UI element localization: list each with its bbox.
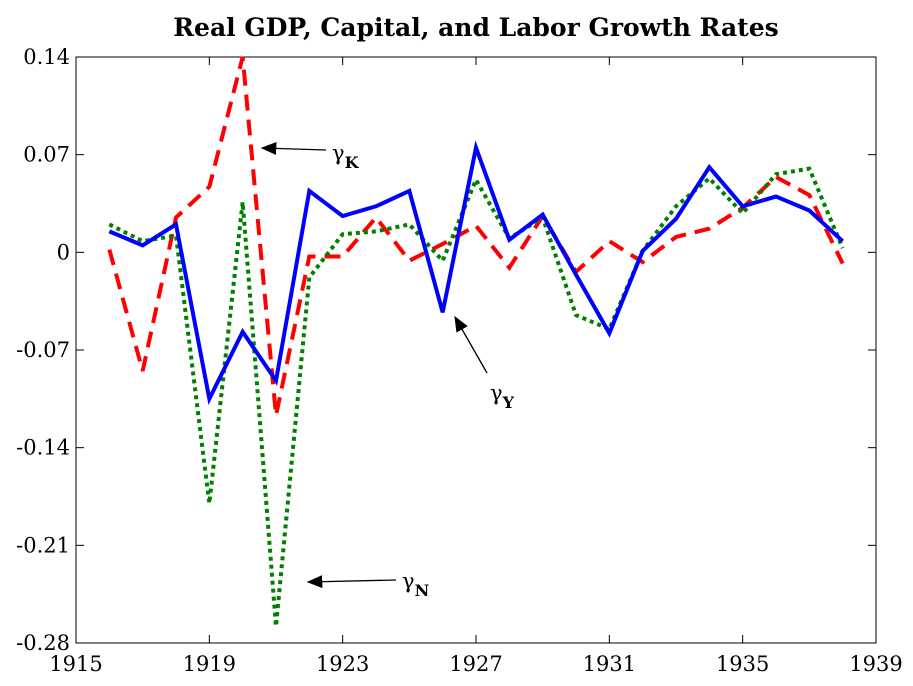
annotation-arrow <box>454 315 488 374</box>
annotation-symbol: γ <box>332 141 345 165</box>
annotation-subscript: K <box>345 153 360 172</box>
series-line <box>107 56 845 416</box>
series-line <box>108 166 845 627</box>
y-tick-label: 0.14 <box>23 45 70 69</box>
y-tick-label: 0.07 <box>23 143 70 167</box>
x-tick-label: 1927 <box>449 652 502 676</box>
x-tick-label: 1923 <box>316 652 369 676</box>
x-tick-label: 1919 <box>183 652 236 676</box>
annotation-arrow <box>306 575 397 589</box>
annotation-subscript: N <box>415 581 430 600</box>
y-tick-label: -0.21 <box>16 533 70 557</box>
annotation-symbol: γ <box>402 569 415 593</box>
y-tick-label: -0.14 <box>16 436 70 460</box>
annotation: γK <box>332 141 360 172</box>
y-tick-label: -0.07 <box>16 338 70 362</box>
chart-title: Real GDP, Capital, and Labor Growth Rate… <box>173 13 778 42</box>
x-tick-label: 1915 <box>49 652 102 676</box>
annotation-symbol: γ <box>490 381 503 405</box>
x-tick-label: 1939 <box>849 652 902 676</box>
x-tick-label: 1931 <box>583 652 636 676</box>
annotation-subscript: Y <box>502 393 515 412</box>
x-tick-label: 1935 <box>716 652 769 676</box>
annotation-arrow <box>260 141 327 155</box>
annotation: γY <box>490 381 515 412</box>
y-tick-label: 0 <box>57 240 70 264</box>
series-line <box>108 140 845 406</box>
annotation: γN <box>402 569 429 600</box>
y-tick-label: -0.28 <box>16 631 70 655</box>
